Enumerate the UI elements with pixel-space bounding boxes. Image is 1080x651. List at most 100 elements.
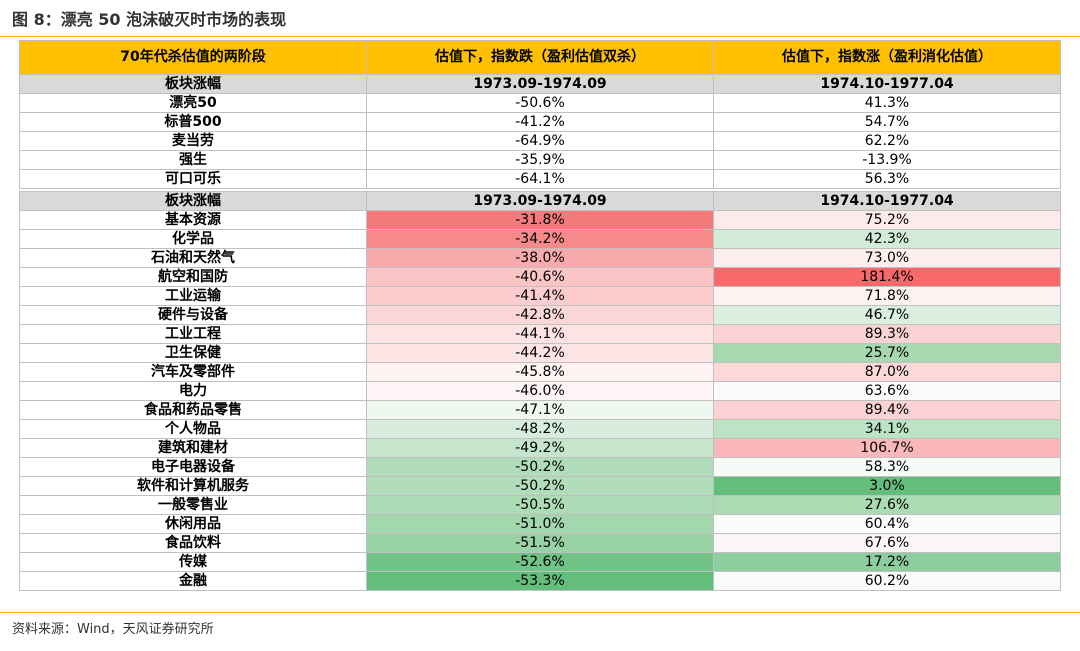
table-row: 电子电器设备 -50.2% 58.3% xyxy=(19,457,1061,477)
value-period-1: -64.1% xyxy=(366,169,714,189)
value-period-1: -50.6% xyxy=(366,93,714,113)
value-period-1: -44.2% xyxy=(366,343,714,363)
table-row: 电力 -46.0% 63.6% xyxy=(19,381,1061,401)
table-row: 卫生保健 -44.2% 25.7% xyxy=(19,343,1061,363)
row-label: 休闲用品 xyxy=(19,514,367,534)
subheader-range-1: 1973.09-1974.09 xyxy=(366,191,714,211)
subheader-label: 板块涨幅 xyxy=(19,191,367,211)
value-period-1: -38.0% xyxy=(366,248,714,268)
row-label: 电力 xyxy=(19,381,367,401)
row-label: 建筑和建材 xyxy=(19,438,367,458)
value-period-1: -51.5% xyxy=(366,533,714,553)
value-period-2: 106.7% xyxy=(713,438,1061,458)
row-label: 硬件与设备 xyxy=(19,305,367,325)
row-label: 汽车及零部件 xyxy=(19,362,367,382)
value-period-1: -50.5% xyxy=(366,495,714,515)
table-row: 标普500 -41.2% 54.7% xyxy=(19,112,1061,132)
value-period-2: 56.3% xyxy=(713,169,1061,189)
subheader-label: 板块涨幅 xyxy=(19,74,367,94)
value-period-2: 71.8% xyxy=(713,286,1061,306)
value-period-1: -42.8% xyxy=(366,305,714,325)
value-period-2: 60.2% xyxy=(713,571,1061,591)
table-header-row: 70年代杀估值的两阶段 估值下，指数跌（盈利估值双杀） 估值下，指数涨（盈利消化… xyxy=(19,40,1061,75)
value-period-2: 67.6% xyxy=(713,533,1061,553)
performance-table: 70年代杀估值的两阶段 估值下，指数跌（盈利估值双杀） 估值下，指数涨（盈利消化… xyxy=(19,40,1061,591)
value-period-2: 75.2% xyxy=(713,210,1061,230)
value-period-1: -50.2% xyxy=(366,476,714,496)
figure-title: 图 8：漂亮 50 泡沫破灭时市场的表现 xyxy=(12,10,287,29)
table-row: 漂亮50 -50.6% 41.3% xyxy=(19,93,1061,113)
table-row: 工业运输 -41.4% 71.8% xyxy=(19,286,1061,306)
value-period-2: 73.0% xyxy=(713,248,1061,268)
value-period-2: 54.7% xyxy=(713,112,1061,132)
value-period-2: 41.3% xyxy=(713,93,1061,113)
header-period-1: 估值下，指数跌（盈利估值双杀） xyxy=(366,40,714,75)
source-note: 资料来源：Wind，天风证券研究所 xyxy=(12,622,214,637)
value-period-2: 27.6% xyxy=(713,495,1061,515)
row-label: 麦当劳 xyxy=(19,131,367,151)
value-period-1: -34.2% xyxy=(366,229,714,249)
row-label: 电子电器设备 xyxy=(19,457,367,477)
row-label: 软件和计算机服务 xyxy=(19,476,367,496)
table-row: 软件和计算机服务 -50.2% 3.0% xyxy=(19,476,1061,496)
value-period-1: -35.9% xyxy=(366,150,714,170)
bottom-rule xyxy=(0,612,1080,613)
value-period-1: -41.2% xyxy=(366,112,714,132)
table-row: 个人物品 -48.2% 34.1% xyxy=(19,419,1061,439)
value-period-1: -51.0% xyxy=(366,514,714,534)
row-label: 工业运输 xyxy=(19,286,367,306)
row-label: 食品和药品零售 xyxy=(19,400,367,420)
value-period-2: -13.9% xyxy=(713,150,1061,170)
value-period-2: 17.2% xyxy=(713,552,1061,572)
value-period-2: 25.7% xyxy=(713,343,1061,363)
row-label: 化学品 xyxy=(19,229,367,249)
table-row: 一般零售业 -50.5% 27.6% xyxy=(19,495,1061,515)
value-period-2: 34.1% xyxy=(713,419,1061,439)
value-period-2: 181.4% xyxy=(713,267,1061,287)
value-period-1: -44.1% xyxy=(366,324,714,344)
value-period-2: 46.7% xyxy=(713,305,1061,325)
value-period-2: 89.4% xyxy=(713,400,1061,420)
value-period-2: 62.2% xyxy=(713,131,1061,151)
row-label: 航空和国防 xyxy=(19,267,367,287)
value-period-1: -45.8% xyxy=(366,362,714,382)
row-label: 石油和天然气 xyxy=(19,248,367,268)
value-period-1: -47.1% xyxy=(366,400,714,420)
row-label: 漂亮50 xyxy=(19,93,367,113)
value-period-2: 3.0% xyxy=(713,476,1061,496)
table-row: 工业工程 -44.1% 89.3% xyxy=(19,324,1061,344)
section-1-subheader: 板块涨幅 1973.09-1974.09 1974.10-1977.04 xyxy=(19,74,1061,94)
section-1-body: 板块涨幅 1973.09-1974.09 1974.10-1977.04 漂亮5… xyxy=(19,74,1061,189)
row-label: 传媒 xyxy=(19,552,367,572)
subheader-range-2: 1974.10-1977.04 xyxy=(713,191,1061,211)
table-row: 可口可乐 -64.1% 56.3% xyxy=(19,169,1061,189)
header-stage-label: 70年代杀估值的两阶段 xyxy=(19,40,367,75)
table-row: 硬件与设备 -42.8% 46.7% xyxy=(19,305,1061,325)
value-period-2: 58.3% xyxy=(713,457,1061,477)
table-row: 汽车及零部件 -45.8% 87.0% xyxy=(19,362,1061,382)
subheader-range-2: 1974.10-1977.04 xyxy=(713,74,1061,94)
table-row: 金融 -53.3% 60.2% xyxy=(19,571,1061,591)
value-period-1: -48.2% xyxy=(366,419,714,439)
value-period-2: 42.3% xyxy=(713,229,1061,249)
value-period-2: 89.3% xyxy=(713,324,1061,344)
value-period-1: -53.3% xyxy=(366,571,714,591)
row-label: 基本资源 xyxy=(19,210,367,230)
value-period-1: -41.4% xyxy=(366,286,714,306)
value-period-1: -40.6% xyxy=(366,267,714,287)
table-row: 传媒 -52.6% 17.2% xyxy=(19,552,1061,572)
table-row: 石油和天然气 -38.0% 73.0% xyxy=(19,248,1061,268)
row-label: 标普500 xyxy=(19,112,367,132)
table-row: 食品和药品零售 -47.1% 89.4% xyxy=(19,400,1061,420)
row-label: 卫生保健 xyxy=(19,343,367,363)
section-2-subheader: 板块涨幅 1973.09-1974.09 1974.10-1977.04 xyxy=(19,191,1061,211)
value-period-2: 60.4% xyxy=(713,514,1061,534)
row-label: 强生 xyxy=(19,150,367,170)
value-period-1: -31.8% xyxy=(366,210,714,230)
row-label: 食品饮料 xyxy=(19,533,367,553)
value-period-1: -64.9% xyxy=(366,131,714,151)
table-row: 建筑和建材 -49.2% 106.7% xyxy=(19,438,1061,458)
row-label: 工业工程 xyxy=(19,324,367,344)
table-row: 食品饮料 -51.5% 67.6% xyxy=(19,533,1061,553)
row-label: 个人物品 xyxy=(19,419,367,439)
